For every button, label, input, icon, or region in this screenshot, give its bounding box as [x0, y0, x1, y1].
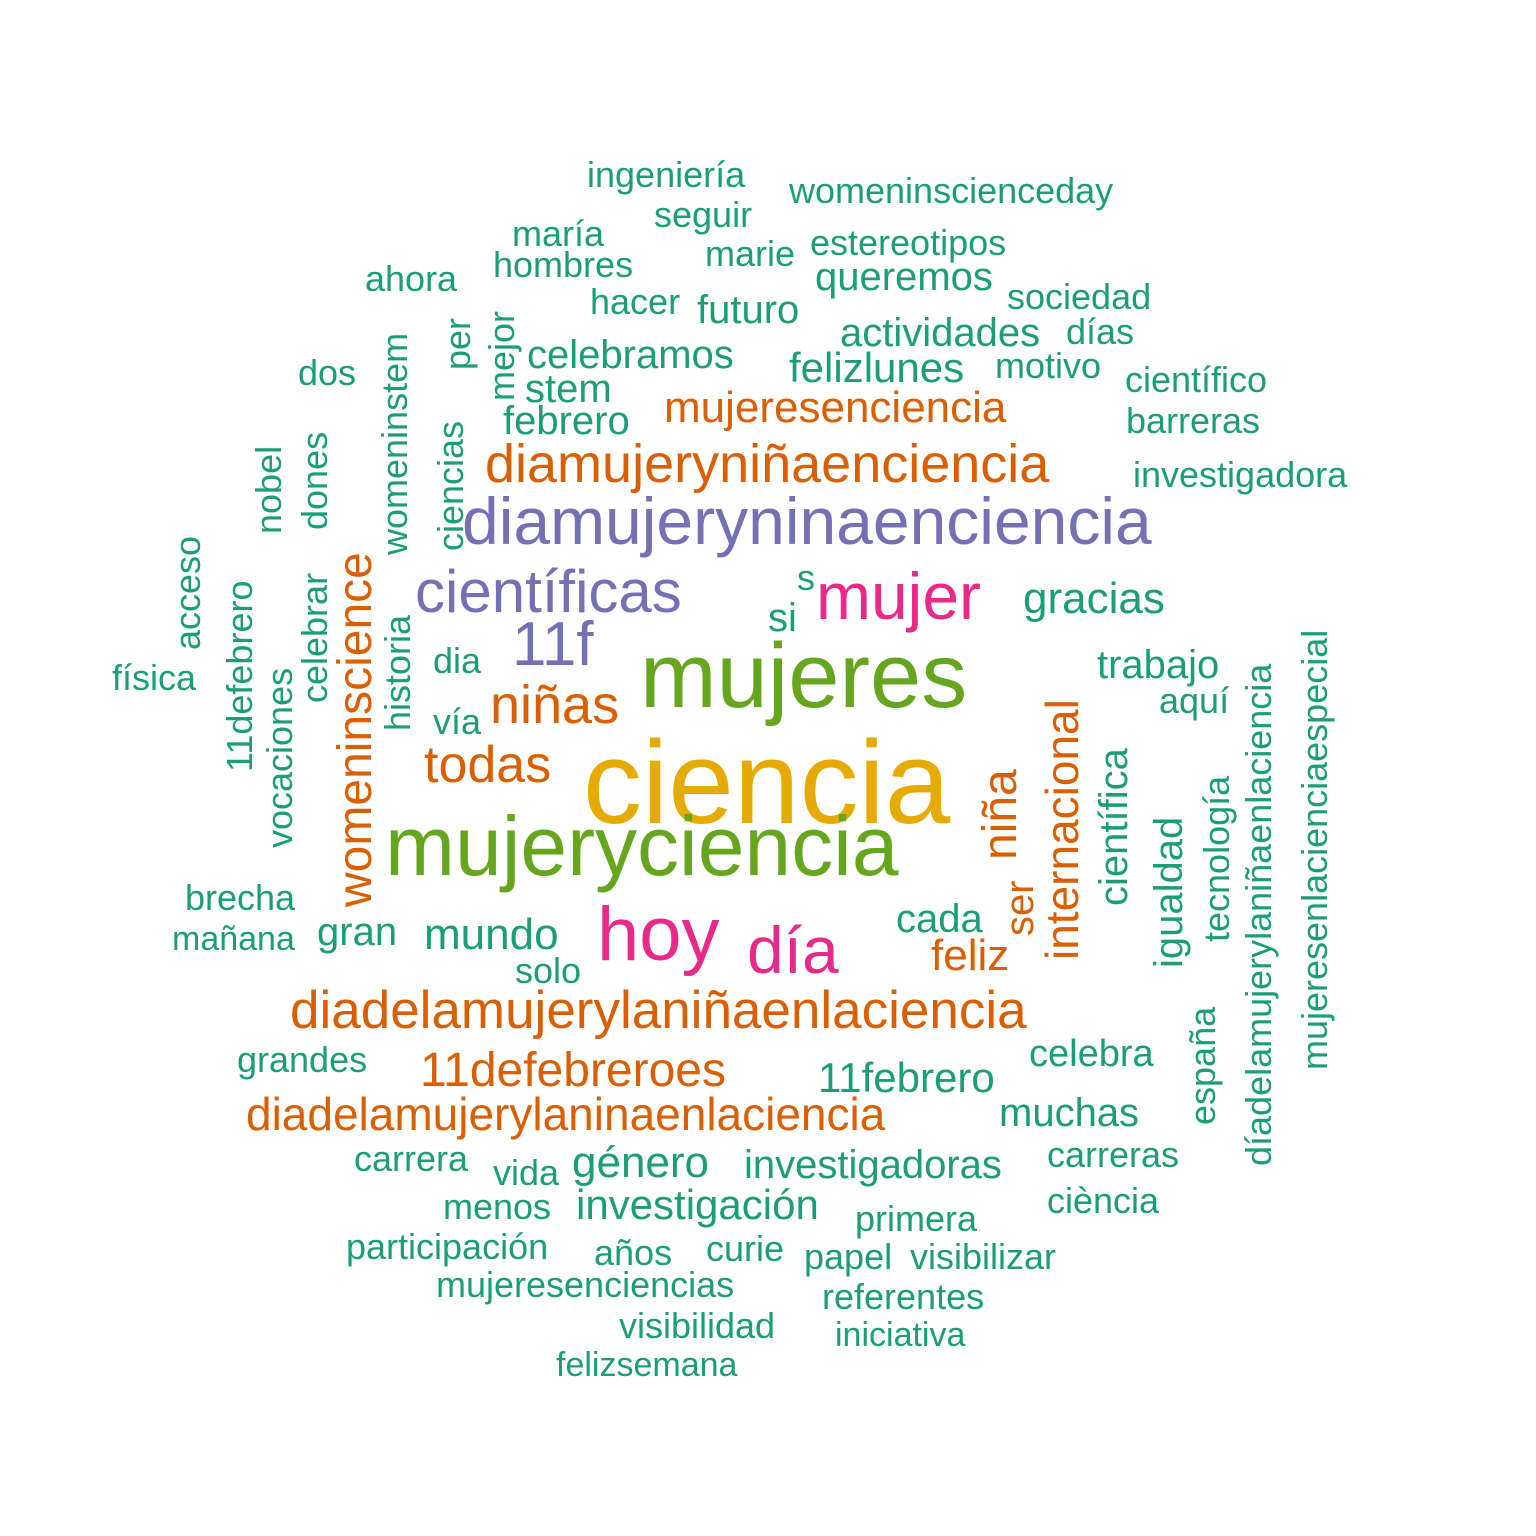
- word-estereotipos: estereotipos: [810, 222, 1007, 263]
- word-stem: stem: [525, 367, 612, 411]
- word-diadelamujerylaninaenlaciencia-n: diadelamujerylaniñaenlaciencia: [290, 981, 1027, 1040]
- word-anos: años: [594, 1232, 673, 1273]
- word-cada: cada: [896, 897, 983, 941]
- word-per: per: [437, 317, 478, 370]
- word-ingenieria: ingeniería: [587, 154, 746, 195]
- word-11defebrero: 11defebrero: [219, 580, 260, 772]
- word-ninas: niñas: [490, 675, 620, 735]
- word-iniciativa: iniciativa: [835, 1316, 966, 1354]
- word-11febrero: 11febrero: [818, 1054, 995, 1101]
- word-marie: marie: [705, 233, 796, 274]
- word-papel: papel: [804, 1236, 893, 1277]
- word-internacional: internacional: [1036, 699, 1088, 960]
- word-mejor: mejor: [481, 310, 522, 401]
- word-celebrar: celebrar: [294, 572, 335, 703]
- word-ser: ser: [998, 880, 1042, 936]
- word-grandes: grandes: [237, 1039, 368, 1080]
- word-felizsemana: felizsemana: [556, 1346, 738, 1384]
- word-fisica: física: [112, 657, 197, 698]
- word-menos: menos: [443, 1186, 552, 1227]
- word-11f: 11f: [512, 610, 594, 679]
- word-investigadoras: investigadoras: [744, 1143, 1002, 1187]
- word-hacer: hacer: [590, 281, 681, 322]
- word-actividades: actividades: [840, 311, 1041, 355]
- word-diadelamujerylaninaenlaciencia-v: díadelamujerylaniñaenlaciencia: [1238, 663, 1279, 1166]
- word-vida: vida: [493, 1152, 560, 1193]
- word-mujeresenlacienciaespecial: mujeresenlacienciaespecial: [1294, 629, 1335, 1070]
- word-dos: dos: [298, 352, 357, 393]
- word-celebra: celebra: [1029, 1033, 1154, 1075]
- word-referentes: referentes: [822, 1276, 985, 1317]
- word-celebramos: celebramos: [527, 333, 734, 377]
- word-dia-magenta: día: [747, 913, 839, 987]
- word-manana: mañana: [172, 920, 295, 958]
- word-brecha: brecha: [185, 877, 296, 918]
- word-diamujeryninaenciencia: diamujeryninaenciencia: [462, 484, 1152, 558]
- word-feliz: feliz: [931, 931, 1010, 980]
- word-barreras: barreras: [1126, 400, 1261, 441]
- word-igualdad: igualdad: [1147, 816, 1191, 968]
- word-maria: maría: [512, 213, 605, 254]
- word-seguir: seguir: [654, 194, 753, 235]
- word-sociedad: sociedad: [1007, 276, 1152, 317]
- word-diamujeryninaenciencia-n: diamujeryniñaenciencia: [485, 434, 1050, 494]
- word-aqui: aquí: [1159, 680, 1230, 721]
- word-ciencia: ciencia: [583, 717, 951, 849]
- word-genero: género: [572, 1138, 710, 1187]
- word-gracias: gracias: [1023, 574, 1165, 623]
- word-carrera: carrera: [354, 1138, 469, 1179]
- word-cientificas: científicas: [415, 558, 682, 625]
- word-diadelamujerylaninaenlaciencia: diadelamujerylaninaenlaciencia: [246, 1088, 886, 1140]
- word-mujeresenciencias: mujeresenciencias: [436, 1264, 735, 1305]
- word-carreras: carreras: [1047, 1134, 1180, 1175]
- word-dones: dones: [294, 431, 335, 530]
- word-dias: días: [1066, 311, 1135, 352]
- word-ciencias: ciencias: [430, 420, 471, 551]
- word-mujeresenciencia: mujeresenciencia: [664, 383, 1007, 432]
- word-womeninscience: womeninscience: [329, 552, 382, 907]
- word-queremos: queremos: [815, 255, 993, 299]
- word-cientifico: científico: [1125, 359, 1268, 400]
- word-vocaciones: vocaciones: [259, 667, 300, 848]
- word-visibilizar: visibilizar: [910, 1236, 1057, 1277]
- word-historia: historia: [377, 614, 418, 731]
- word-cientifica: científica: [1092, 748, 1136, 906]
- word-futuro: futuro: [697, 288, 800, 332]
- word-investigadora: investigadora: [1133, 454, 1348, 495]
- word-nina: niña: [974, 769, 1027, 860]
- word-11defebreroes: 11defebreroes: [420, 1044, 726, 1097]
- word-espana: españa: [1182, 1006, 1223, 1125]
- word-todas: todas: [424, 736, 552, 794]
- word-via: vía: [433, 701, 482, 742]
- word-mundo: mundo: [424, 910, 559, 959]
- word-nobel: nobel: [248, 445, 289, 534]
- word-primera: primera: [855, 1198, 978, 1239]
- word-febrero: febrero: [503, 399, 630, 443]
- word-mujerysciencia: mujeryciencia: [385, 799, 899, 893]
- word-mujer: mujer: [816, 559, 982, 633]
- word-trabajo: trabajo: [1097, 643, 1220, 687]
- word-womeninstem: womeninstem: [374, 332, 415, 555]
- word-solo: solo: [515, 950, 582, 991]
- word-gran: gran: [317, 910, 398, 954]
- word-visibilidad: visibilidad: [619, 1305, 776, 1346]
- word-s: s: [797, 557, 815, 598]
- word-hombres: hombres: [493, 244, 634, 285]
- word-ciencia-ca: ciència: [1047, 1180, 1160, 1221]
- word-ahora: ahora: [365, 258, 458, 299]
- word-tecnologia: tecnología: [1196, 775, 1237, 942]
- word-womeninscienceday: womeninscienceday: [789, 170, 1114, 211]
- word-curie: curie: [706, 1228, 785, 1269]
- word-investigacion: investigación: [576, 1181, 819, 1228]
- word-mujeres: mujeres: [640, 625, 968, 727]
- word-muchas: muchas: [999, 1091, 1140, 1135]
- word-motivo: motivo: [995, 345, 1102, 386]
- word-si: si: [768, 596, 797, 640]
- word-dia: dia: [433, 640, 482, 681]
- word-hoy: hoy: [597, 892, 720, 977]
- word-participacion: participación: [346, 1226, 549, 1267]
- word-felizlunes: felizlunes: [789, 344, 965, 391]
- word-acceso: acceso: [167, 535, 208, 650]
